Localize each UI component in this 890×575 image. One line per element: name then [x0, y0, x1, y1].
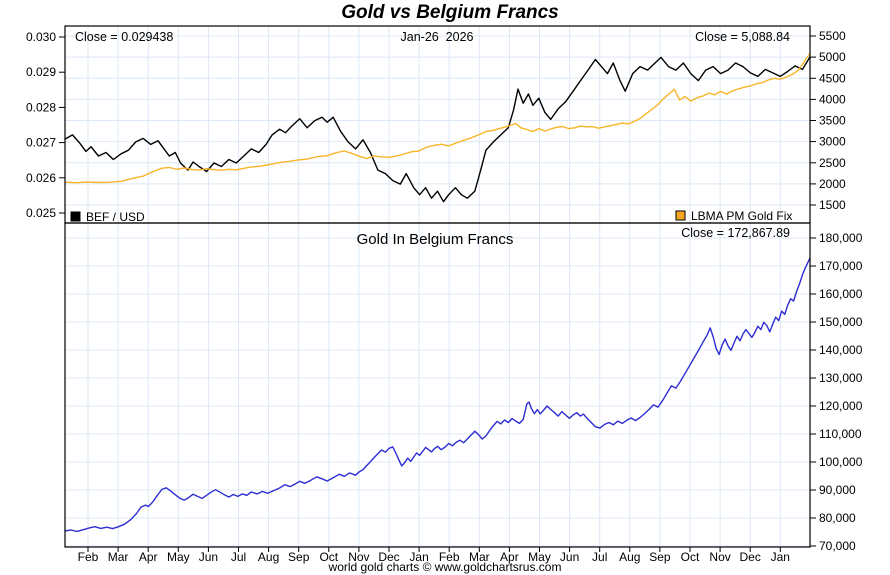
- month-label: Aug: [258, 550, 279, 564]
- gold-fix-legend-label: LBMA PM Gold Fix: [691, 209, 792, 223]
- series-lines: [64, 52, 811, 533]
- right-axis-tick-label: 4500: [819, 71, 846, 85]
- right-axis-tick-label: 80,000: [819, 511, 856, 525]
- right-axis-tick-label: 100,000: [819, 455, 863, 469]
- month-label: Jul: [231, 550, 246, 564]
- right-axis-tick-label: 3500: [819, 114, 846, 128]
- month-label: May: [528, 550, 551, 564]
- month-label: Jan: [771, 550, 790, 564]
- month-label: Aug: [619, 550, 640, 564]
- page-title: Gold vs Belgium Francs: [341, 2, 559, 23]
- right-axis-tick-label: 150,000: [819, 315, 863, 329]
- month-label: Nov: [348, 550, 369, 564]
- top-close-right-annotation: Close = 5,088.84: [695, 30, 790, 44]
- right-axis-tick-label: 110,000: [819, 427, 862, 441]
- bottom-close-annotation: Close = 172,867.89: [681, 226, 790, 240]
- right-axis-tick-label: 120,000: [819, 399, 863, 413]
- right-axis-tick-label: 2000: [819, 177, 846, 191]
- month-label: Dec: [740, 550, 761, 564]
- month-label: Oct: [319, 550, 338, 564]
- month-label: Jan: [409, 550, 428, 564]
- copyright-footer: world gold charts © www.goldchartsrus.co…: [328, 560, 562, 574]
- left-axis-tick-label: 0.027: [26, 136, 56, 150]
- right-axis-tick-label: 3000: [819, 135, 846, 149]
- left-axis-tick-label: 0.025: [26, 206, 56, 220]
- gold-fix-legend-swatch-icon: [675, 210, 686, 221]
- month-label: Jun: [199, 550, 218, 564]
- month-label: Sep: [288, 550, 310, 564]
- top-date-annotation: Jan-26 2026: [401, 30, 474, 44]
- top-panel-border: [64, 25, 811, 224]
- month-label: Jul: [592, 550, 607, 564]
- month-label: May: [167, 550, 190, 564]
- left-axis-tick-label: 0.028: [26, 100, 56, 114]
- month-label: Apr: [500, 550, 519, 564]
- month-label: Dec: [378, 550, 399, 564]
- bottom-panel-border: [64, 222, 811, 548]
- right-axis-tick-label: 2500: [819, 156, 846, 170]
- month-label: Apr: [139, 550, 158, 564]
- month-label: Sep: [649, 550, 671, 564]
- left-axis-tick-label: 0.026: [26, 171, 56, 185]
- bef-usd-legend-label: BEF / USD: [86, 210, 145, 224]
- right-axis-tick-label: 140,000: [819, 343, 863, 357]
- left-axis-tick-label: 0.030: [26, 30, 56, 44]
- right-axis-tick-label: 5500: [819, 29, 846, 43]
- right-axis-tick-label: 160,000: [819, 287, 863, 301]
- top-close-left-annotation: Close = 0.029438: [75, 30, 173, 44]
- series-line-lbma-pm-gold-fix: [64, 52, 811, 184]
- bottom-panel-title: Gold In Belgium Francs: [357, 231, 514, 248]
- month-label: Mar: [469, 550, 490, 564]
- right-axis-tick-label: 130,000: [819, 371, 863, 385]
- right-axis-tick-label: 1500: [819, 198, 846, 212]
- right-axis-tick-label: 4000: [819, 92, 846, 106]
- month-label: Jun: [560, 550, 579, 564]
- right-axis-tick-label: 70,000: [819, 539, 856, 553]
- right-axis-tick-label: 180,000: [819, 231, 863, 245]
- series-line-gold-in-belgium-francs: [64, 257, 811, 533]
- month-label: Mar: [108, 550, 129, 564]
- right-axis-tick-label: 90,000: [819, 483, 856, 497]
- month-label: Nov: [709, 550, 730, 564]
- month-label: Feb: [439, 550, 460, 564]
- axis-ticks-and-labels: Feb Mar Apr May Jun Jul Aug Sep Oct Nov Dec Jan Feb M…: [26, 29, 863, 564]
- month-label: Oct: [681, 550, 700, 564]
- right-axis-tick-label: 170,000: [819, 259, 863, 273]
- month-label: Feb: [78, 550, 99, 564]
- gridlines: [65, 26, 810, 547]
- left-axis-tick-label: 0.029: [26, 65, 56, 79]
- right-axis-tick-label: 5000: [819, 50, 846, 64]
- bef-usd-legend-swatch-icon: [70, 211, 81, 222]
